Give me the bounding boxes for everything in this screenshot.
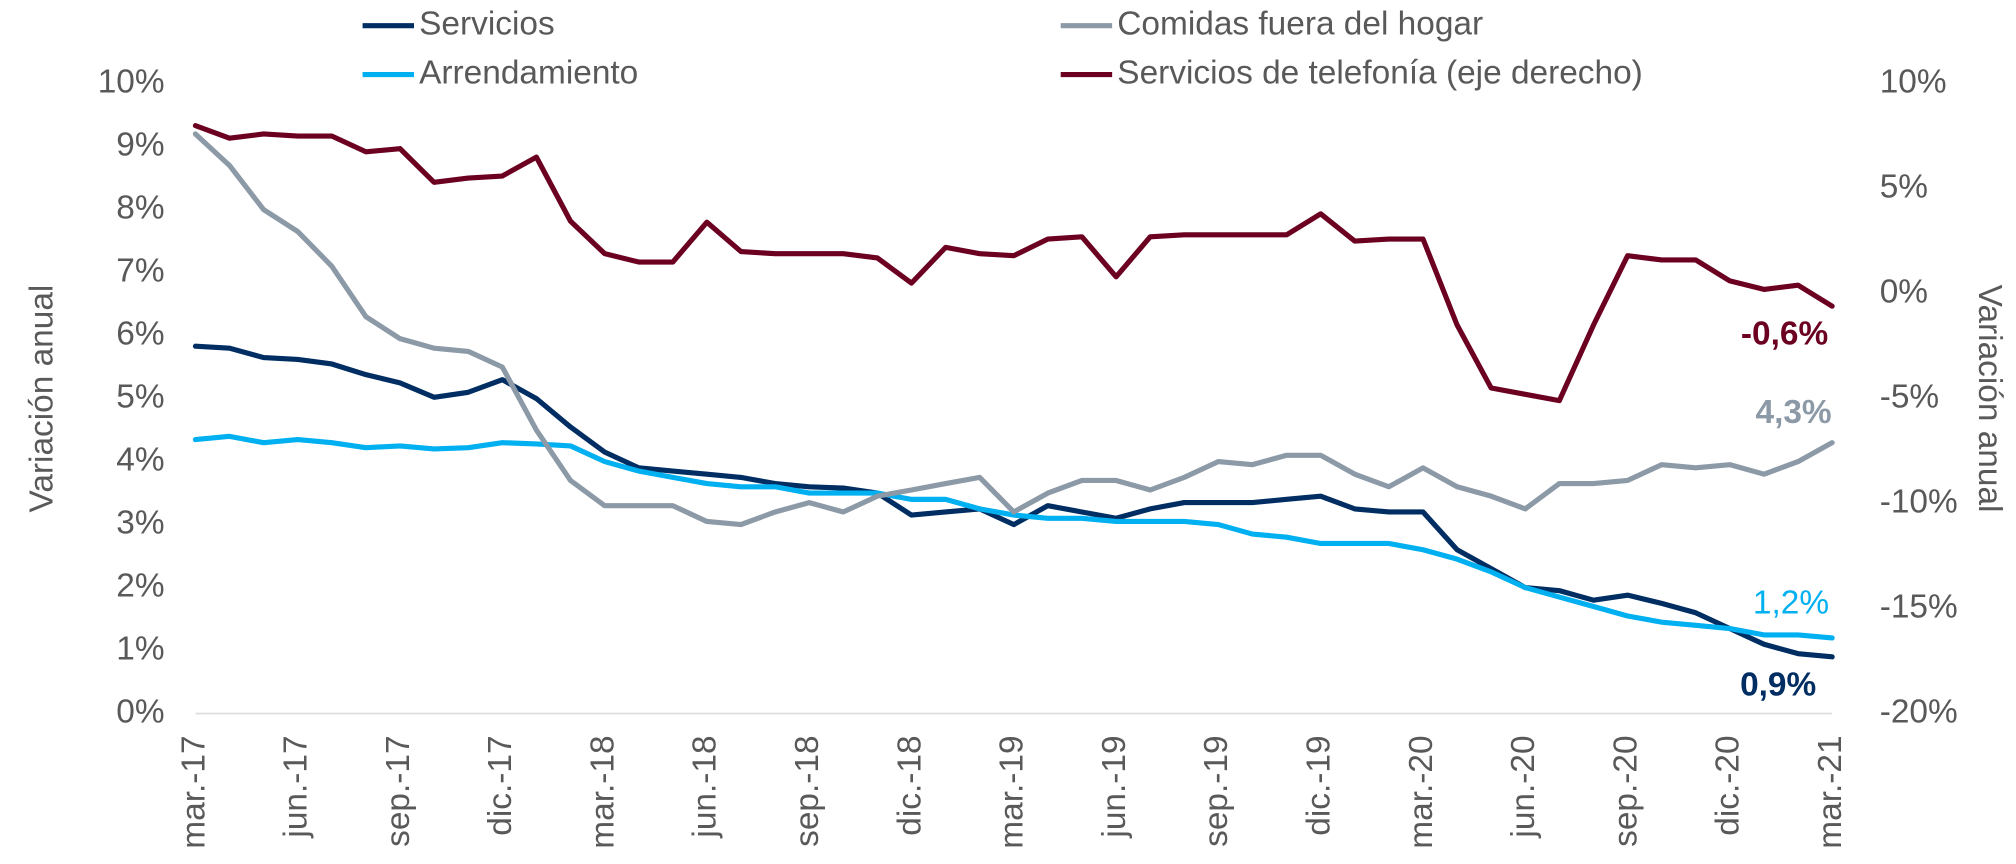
x-tick-label: mar.-20 xyxy=(1403,735,1440,848)
x-tick-label: mar.-18 xyxy=(584,735,621,848)
x-tick-label: dic.-18 xyxy=(891,735,928,835)
y-tick-label: 9% xyxy=(116,126,164,163)
x-tick-label: dic.-17 xyxy=(482,735,519,835)
x-tick-label: sep.-18 xyxy=(789,735,826,846)
y-tick-label: 7% xyxy=(116,252,164,289)
y2-tick-label: 0% xyxy=(1880,273,1928,310)
series-line xyxy=(192,433,1835,641)
y-tick-label: 10% xyxy=(98,63,165,100)
y2-tick-label: -20% xyxy=(1880,693,1958,730)
y2-tick-label: 5% xyxy=(1880,168,1928,205)
data-label: -0,6% xyxy=(1741,316,1828,353)
series-line xyxy=(192,131,1835,528)
y-tick-label: 1% xyxy=(116,630,164,667)
x-tick-label: dic.-19 xyxy=(1300,735,1337,835)
x-tick-label: dic.-20 xyxy=(1710,735,1747,835)
x-tick-label: jun.-20 xyxy=(1505,735,1542,838)
x-tick-label: jun.-17 xyxy=(278,735,315,838)
legend-label: Comidas fuera del hogar xyxy=(1117,6,1483,43)
legend-label: Servicios de telefonía (eje derecho) xyxy=(1117,54,1643,91)
series-line xyxy=(192,123,1835,404)
legend-label: Arrendamiento xyxy=(419,54,638,91)
y2-tick-label: 10% xyxy=(1880,63,1947,100)
x-tick-label: jun.-19 xyxy=(1096,735,1133,838)
data-label: 1,2% xyxy=(1753,584,1829,621)
x-tick-label: sep.-17 xyxy=(380,735,417,846)
x-tick-label: jun.-18 xyxy=(687,735,724,838)
y-axis-title: Variación anual xyxy=(24,285,61,513)
y-tick-label: 0% xyxy=(116,693,164,730)
x-tick-label: mar.-21 xyxy=(1812,735,1849,848)
y-tick-label: 4% xyxy=(116,441,164,478)
y-tick-label: 6% xyxy=(116,315,164,352)
x-tick-label: mar.-19 xyxy=(994,735,1031,848)
plot: Variación anual Variación anual 0% 1% 2% 3%… xyxy=(24,6,2008,849)
y2-tick-label: -10% xyxy=(1880,483,1958,520)
y2-tick-label: -5% xyxy=(1880,378,1939,415)
y-tick-label: 8% xyxy=(116,189,164,226)
legend-label: Servicios xyxy=(419,6,555,43)
x-tick-label: sep.-19 xyxy=(1198,735,1235,846)
y-tick-label: 2% xyxy=(116,567,164,604)
y2-tick-label: -15% xyxy=(1880,588,1958,625)
data-label: 0,9% xyxy=(1740,666,1816,703)
y-tick-label: 5% xyxy=(116,378,164,415)
y-tick-label: 3% xyxy=(116,504,164,541)
data-label: 4,3% xyxy=(1755,394,1831,431)
y2-axis-title: Variación anual xyxy=(1971,285,2008,513)
x-tick-label: mar.-17 xyxy=(175,735,212,848)
x-tick-label: sep.-20 xyxy=(1607,735,1644,846)
series-line xyxy=(192,343,1835,660)
